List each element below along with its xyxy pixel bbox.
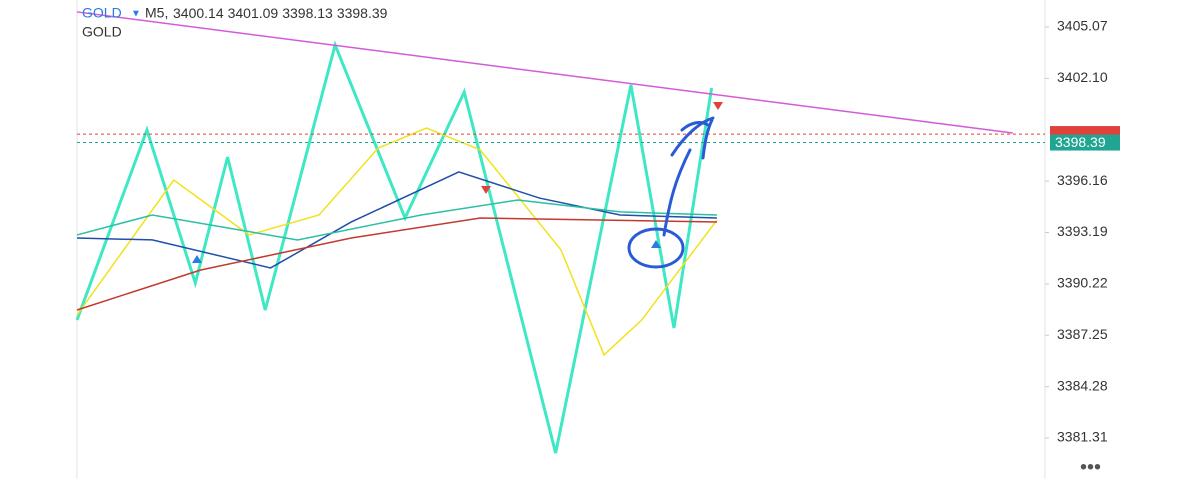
y-tick-label: 3396.16 bbox=[1057, 172, 1108, 188]
buy-arrow bbox=[192, 255, 202, 263]
buy-arrow bbox=[651, 240, 661, 248]
ohlc-value: 3398.39 bbox=[337, 5, 388, 21]
y-tick-label: 3381.31 bbox=[1057, 429, 1108, 445]
ohlc-value: 3401.09 bbox=[228, 5, 279, 21]
y-tick-label: 3384.28 bbox=[1057, 377, 1108, 393]
symbol[interactable]: GOLD bbox=[82, 5, 122, 21]
annotation-circle bbox=[627, 227, 685, 269]
sell-arrow bbox=[713, 102, 723, 110]
line-zigzag bbox=[75, 40, 714, 454]
annotation-stroke bbox=[662, 116, 715, 237]
timeframe: M5, bbox=[145, 5, 168, 21]
subtitle: GOLD bbox=[82, 24, 122, 40]
header: GOLD ▼ M5, 3400.14 3401.09 3398.13 3398.39 … bbox=[82, 5, 388, 40]
line-ma-red bbox=[76, 217, 717, 311]
line-ma-navy bbox=[76, 171, 717, 269]
ohlc-value: 3400.14 bbox=[173, 5, 224, 21]
dropdown-icon[interactable]: ▼ bbox=[131, 9, 141, 20]
line-trendline bbox=[76, 11, 1013, 134]
y-tick-label: 3402.10 bbox=[1057, 69, 1108, 85]
ohlc: 3400.14 3401.09 3398.13 3398.39 bbox=[173, 5, 388, 21]
line-ma-yellow bbox=[76, 127, 718, 357]
ohlc-value: 3398.13 bbox=[282, 5, 333, 21]
plot bbox=[75, 11, 1045, 454]
more-menu[interactable]: ••• bbox=[1080, 456, 1101, 478]
sell-arrow bbox=[481, 186, 491, 194]
price-tag-label: 3398.39 bbox=[1055, 134, 1106, 150]
y-tick-label: 3387.25 bbox=[1057, 326, 1108, 342]
y-tick-label: 3405.07 bbox=[1057, 18, 1108, 34]
line-ma-teal bbox=[76, 199, 717, 241]
y-tick-label: 3390.22 bbox=[1057, 275, 1108, 291]
y-tick-label: 3393.19 bbox=[1057, 223, 1108, 239]
price-tag bbox=[1050, 134, 1120, 151]
